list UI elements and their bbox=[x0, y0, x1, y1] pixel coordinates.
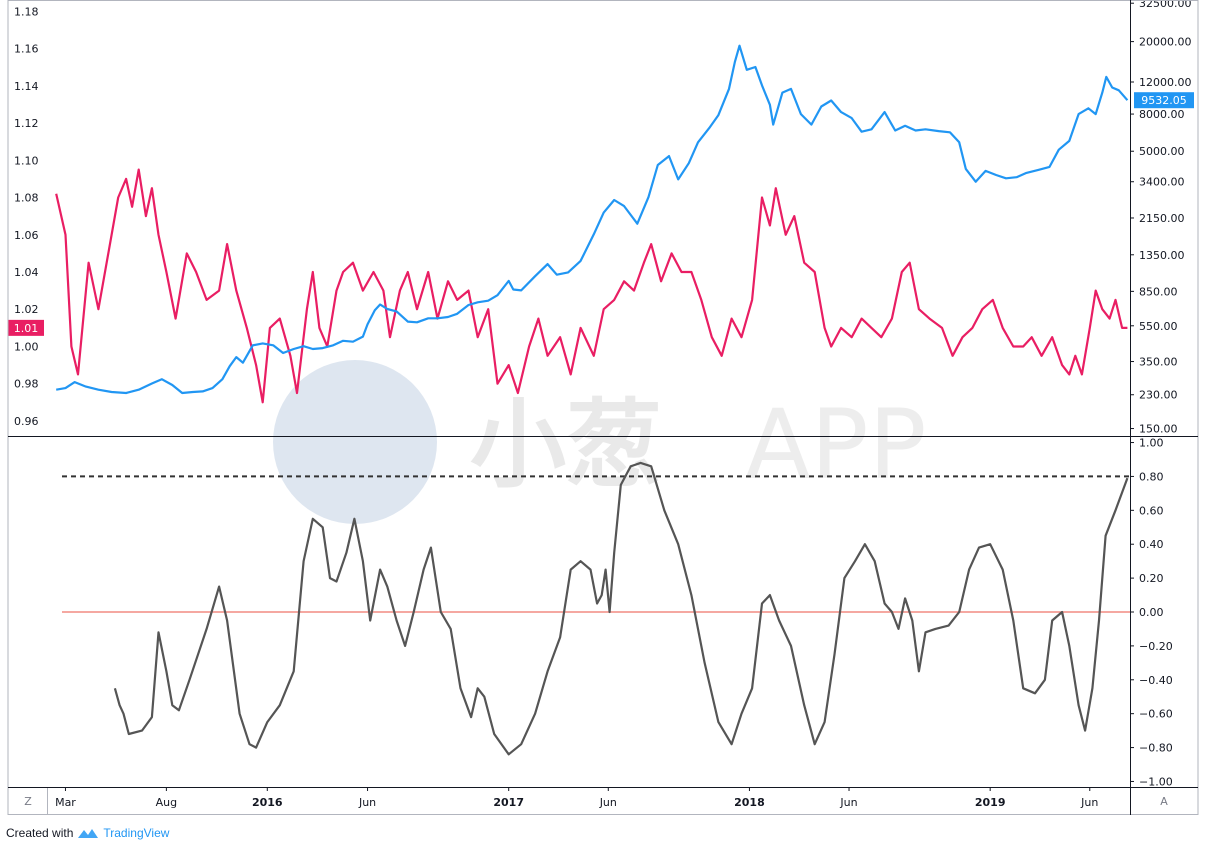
corr-axis-tick-label: −0.20 bbox=[1139, 640, 1173, 653]
left-axis-tick-label: 1.08 bbox=[14, 192, 39, 205]
left-axis-tick-label: 1.16 bbox=[14, 43, 39, 56]
corr-axis-tick-label: 0.40 bbox=[1139, 538, 1164, 551]
x-axis-tick-label: 2016 bbox=[252, 796, 283, 809]
created-with-label: Created with bbox=[6, 826, 74, 840]
corr-axis-tick-label: −0.80 bbox=[1139, 742, 1173, 755]
left-price-badge bbox=[8, 319, 44, 336]
corr-axis-tick-label: 0.80 bbox=[1139, 470, 1164, 483]
left-axis-tick-label: 1.06 bbox=[14, 229, 39, 242]
right-axis-tick-label: 20000.00 bbox=[1139, 36, 1192, 49]
right-axis-tick-label: 12000.00 bbox=[1139, 76, 1192, 89]
left-axis-tick-label: 0.98 bbox=[14, 378, 39, 391]
scale-zoom-button[interactable]: Z bbox=[24, 795, 32, 808]
tradingview-link[interactable]: TradingView bbox=[103, 826, 170, 840]
watermark-logo-icon bbox=[273, 360, 437, 524]
left-axis-tick-label: 1.00 bbox=[14, 340, 39, 353]
x-axis-tick-label: 2017 bbox=[493, 796, 524, 809]
watermark-cn: 小葱 bbox=[470, 389, 662, 501]
right-axis-tick-label: 1350.00 bbox=[1139, 249, 1185, 262]
series bbox=[55, 44, 1130, 756]
left-price-badge-label: 1.01 bbox=[14, 322, 39, 335]
corr-axis-tick-label: 0.60 bbox=[1139, 504, 1164, 517]
left-axis-tick-label: 1.18 bbox=[14, 5, 39, 18]
x-axis-tick-label: 2019 bbox=[975, 796, 1006, 809]
watermark: 小葱 APP bbox=[273, 360, 926, 524]
right-axis-tick-label: 350.00 bbox=[1139, 356, 1178, 369]
corr-axis-tick-label: −0.40 bbox=[1139, 674, 1173, 687]
right-axis-tick-label: 3400.00 bbox=[1139, 176, 1185, 189]
x-axis-tick-label: 2018 bbox=[734, 796, 765, 809]
left-axis-tick-label: 1.12 bbox=[14, 117, 39, 130]
right-axis-tick-label: 150.00 bbox=[1139, 423, 1178, 436]
footer: Created with TradingView bbox=[6, 826, 169, 840]
x-axis-tick-label: Jun bbox=[839, 796, 857, 809]
right-price-badge bbox=[1134, 92, 1194, 109]
pink-series-line bbox=[55, 168, 1128, 404]
blue-series-line bbox=[56, 44, 1129, 395]
watermark-latin: APP bbox=[745, 389, 926, 501]
x-axis-tick-label: Jun bbox=[358, 796, 376, 809]
right-axis-tick-label: 5000.00 bbox=[1139, 145, 1185, 158]
right-axis-tick-label: 230.00 bbox=[1139, 389, 1178, 402]
right-axis-tick-label: 2150.00 bbox=[1139, 212, 1185, 225]
right-axis-tick-label: 550.00 bbox=[1139, 320, 1178, 333]
corr-axis-tick-label: 0.20 bbox=[1139, 572, 1164, 585]
right-axis-tick-label: 850.00 bbox=[1139, 285, 1178, 298]
right-axis-tick-label: 32500.00 bbox=[1139, 0, 1192, 10]
left-axis-tick-label: 1.14 bbox=[14, 80, 39, 93]
left-axis-tick-label: 1.02 bbox=[14, 303, 39, 316]
corr-axis-tick-label: −0.60 bbox=[1139, 708, 1173, 721]
left-axis-tick-label: 0.96 bbox=[14, 415, 39, 428]
axes: 150.00 230.00 350.00 550.00 850.00 1350.00 215… bbox=[8, 0, 1194, 809]
right-axis-tick-label: 8000.00 bbox=[1139, 108, 1185, 121]
x-axis-tick-label: Jun bbox=[1080, 796, 1098, 809]
correlation-line bbox=[113, 461, 1129, 756]
x-axis-tick-label: Jun bbox=[599, 796, 617, 809]
chart-frame bbox=[7, 0, 1199, 815]
right-price-badge-label: 9532.05 bbox=[1141, 94, 1187, 107]
left-axis-tick-label: 1.10 bbox=[14, 154, 39, 167]
x-axis-tick-label: Aug bbox=[156, 796, 177, 809]
auto-scale-button[interactable]: A bbox=[1160, 795, 1168, 808]
tradingview-logo-icon bbox=[78, 829, 99, 838]
corr-axis-tick-label: 1.00 bbox=[1139, 437, 1164, 450]
x-axis-tick-label: Mar bbox=[55, 796, 76, 809]
corr-axis-tick-label: −1.00 bbox=[1139, 775, 1173, 788]
corr-axis-tick-label: 0.00 bbox=[1139, 606, 1164, 619]
left-axis-tick-label: 1.04 bbox=[14, 266, 39, 279]
